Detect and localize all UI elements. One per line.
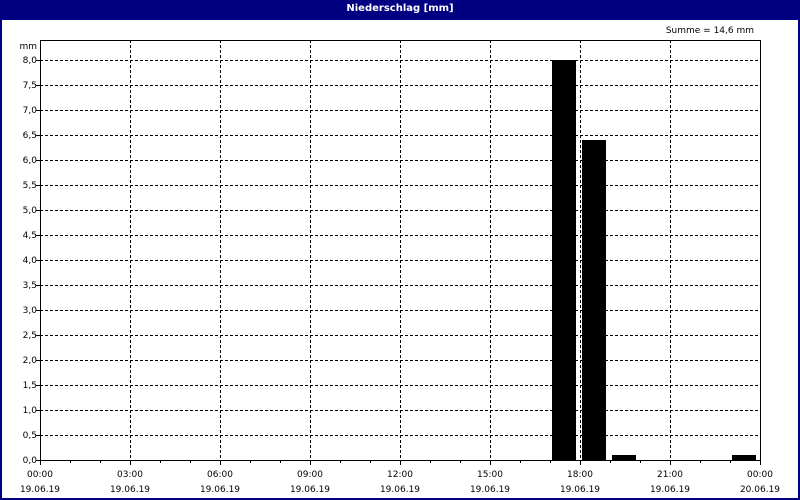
y-tick-label: 5,0 (23, 206, 38, 216)
y-tick-label: 3,0 (23, 306, 38, 316)
y-tick-label: 4,5 (23, 231, 37, 241)
y-tick-label: 6,0 (23, 156, 38, 166)
x-tick-label-date: 19.06.19 (290, 485, 330, 495)
y-tick-label: 0,5 (23, 431, 37, 441)
y-tick-label: 7,0 (23, 106, 38, 116)
y-axis-label: mm (19, 42, 37, 52)
x-tick-label-date: 19.06.19 (650, 485, 690, 495)
x-tick-label-date: 19.06.19 (560, 485, 600, 495)
y-tick-label: 2,0 (23, 356, 38, 366)
y-tick-label: 6,5 (23, 131, 37, 141)
x-tick-label-time: 00:00 (27, 470, 53, 480)
y-tick-label: 7,5 (23, 81, 37, 91)
x-tick-label-time: 06:00 (207, 470, 233, 480)
bar (732, 455, 756, 460)
plot-frame (40, 40, 761, 461)
x-tick-label-date: 19.06.19 (20, 485, 60, 495)
y-tick-label: 8,0 (23, 56, 38, 66)
x-tick-label-time: 15:00 (477, 470, 503, 480)
x-tick-label-date: 20.06.19 (740, 485, 780, 495)
y-tick-label: 1,0 (23, 406, 38, 416)
x-tick-label-time: 00:00 (747, 470, 773, 480)
window-title: Niederschlag [mm] (346, 3, 454, 14)
y-tick-label: 1,5 (23, 381, 37, 391)
x-tick-label-date: 19.06.19 (470, 485, 510, 495)
bar (612, 455, 636, 460)
bar (582, 140, 606, 460)
y-tick-label: 0,0 (23, 456, 38, 466)
sum-annotation: Summe = 14,6 mm (666, 26, 754, 36)
y-tick-label: 5,5 (23, 181, 37, 191)
x-tick-label-date: 19.06.19 (200, 485, 240, 495)
bar (552, 60, 576, 460)
y-tick-label: 4,0 (23, 256, 38, 266)
x-tick-label-time: 09:00 (297, 470, 323, 480)
x-tick-label-time: 03:00 (117, 470, 143, 480)
x-tick-label-date: 19.06.19 (110, 485, 150, 495)
y-tick-label: 3,5 (23, 281, 37, 291)
x-tick-label-date: 19.06.19 (380, 485, 420, 495)
y-tick-label: 2,5 (23, 331, 37, 341)
x-tick-label-time: 18:00 (567, 470, 593, 480)
plot-panel (2, 20, 798, 498)
x-tick-label-time: 21:00 (657, 470, 683, 480)
x-tick-label-time: 12:00 (387, 470, 413, 480)
